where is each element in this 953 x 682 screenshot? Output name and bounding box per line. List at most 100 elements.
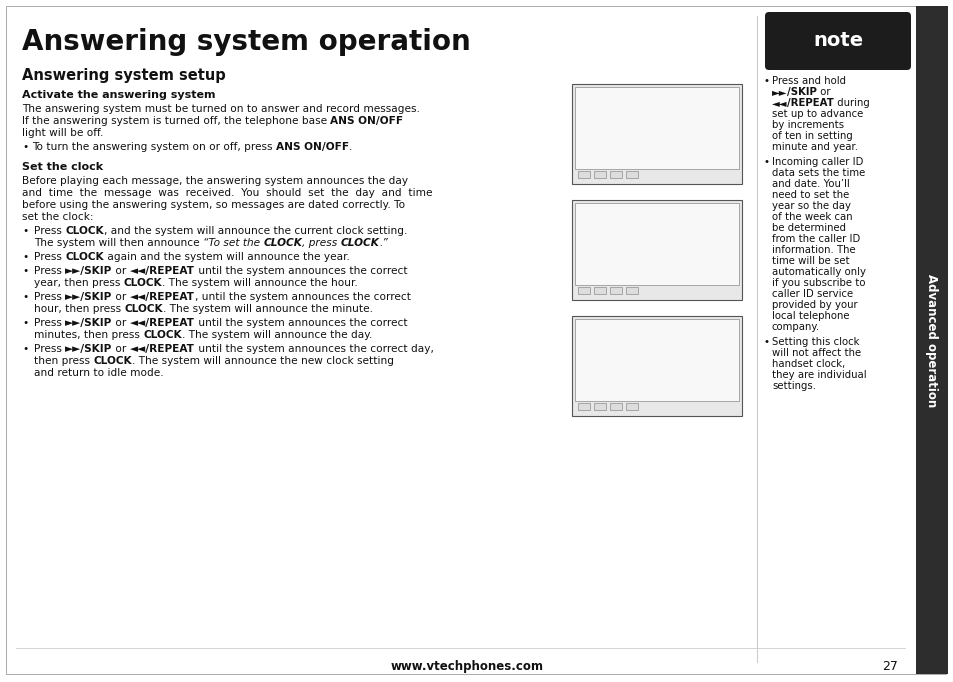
Text: provided by your: provided by your bbox=[771, 300, 857, 310]
Bar bbox=[572, 84, 741, 184]
Text: ►►: ►► bbox=[771, 87, 786, 97]
Text: ◄◄/REPEAT: ◄◄/REPEAT bbox=[130, 344, 194, 354]
Text: again and the system will announce the year.: again and the system will announce the y… bbox=[104, 252, 350, 262]
Text: . The system will announce the day.: . The system will announce the day. bbox=[182, 330, 372, 340]
Text: caller ID service: caller ID service bbox=[771, 289, 852, 299]
Text: set the clock:: set the clock: bbox=[22, 212, 93, 222]
Text: from the caller ID: from the caller ID bbox=[771, 234, 860, 244]
Text: To turn the answering system on or off, press: To turn the answering system on or off, … bbox=[32, 142, 275, 152]
Text: ►►/SKIP: ►►/SKIP bbox=[65, 292, 112, 302]
Text: Press: Press bbox=[34, 252, 65, 262]
Text: hour, then press: hour, then press bbox=[34, 304, 125, 314]
Bar bbox=[609, 287, 621, 294]
Text: . The system will announce the hour.: . The system will announce the hour. bbox=[162, 278, 357, 288]
Text: , and the system will announce the current clock setting.: , and the system will announce the curre… bbox=[104, 226, 407, 236]
Text: year, then press: year, then press bbox=[34, 278, 124, 288]
Bar bbox=[578, 287, 589, 294]
Text: •: • bbox=[763, 337, 769, 347]
Text: Before playing each message, the answering system announces the day: Before playing each message, the answeri… bbox=[22, 176, 408, 186]
FancyBboxPatch shape bbox=[764, 12, 910, 70]
Text: of ten in setting: of ten in setting bbox=[771, 131, 852, 141]
Bar bbox=[625, 403, 638, 410]
Text: ◄◄: ◄◄ bbox=[771, 98, 786, 108]
Text: Press: Press bbox=[34, 344, 65, 354]
Text: then press: then press bbox=[34, 356, 93, 366]
Text: and  time  the  message  was  received.  You  should  set  the  day  and  time: and time the message was received. You s… bbox=[22, 188, 432, 198]
Text: •: • bbox=[22, 226, 29, 236]
Text: , until the system announces the correct: , until the system announces the correct bbox=[194, 292, 411, 302]
Text: Answering system operation: Answering system operation bbox=[22, 28, 470, 56]
Text: data sets the time: data sets the time bbox=[771, 168, 864, 178]
Text: , press: , press bbox=[302, 238, 340, 248]
Text: •: • bbox=[22, 292, 29, 302]
Text: CLOCK: CLOCK bbox=[340, 238, 379, 248]
Text: ►►/SKIP: ►►/SKIP bbox=[65, 344, 112, 354]
Text: until the system announces the correct: until the system announces the correct bbox=[194, 266, 407, 276]
Bar bbox=[578, 171, 589, 178]
Text: ◄◄/REPEAT: ◄◄/REPEAT bbox=[130, 292, 194, 302]
Text: •: • bbox=[22, 266, 29, 276]
Text: The answering system must be turned on to answer and record messages.: The answering system must be turned on t… bbox=[22, 104, 419, 114]
Text: information. The: information. The bbox=[771, 245, 855, 255]
Text: Advanced operation: Advanced operation bbox=[924, 274, 938, 408]
Text: .: . bbox=[349, 142, 352, 152]
Text: or: or bbox=[112, 266, 130, 276]
Text: and date. You’ll: and date. You’ll bbox=[771, 179, 849, 189]
Text: of the week can: of the week can bbox=[771, 212, 852, 222]
Text: or: or bbox=[112, 344, 130, 354]
Text: Set the clock: Set the clock bbox=[22, 162, 103, 172]
Text: be determined: be determined bbox=[771, 223, 845, 233]
Text: until the system announces the correct day,: until the system announces the correct d… bbox=[194, 344, 434, 354]
Text: “To set the: “To set the bbox=[203, 238, 263, 248]
Text: company.: company. bbox=[771, 322, 820, 332]
Text: CLOCK: CLOCK bbox=[263, 238, 302, 248]
Text: Answering system setup: Answering system setup bbox=[22, 68, 226, 83]
Text: •: • bbox=[22, 318, 29, 328]
Text: •: • bbox=[22, 252, 29, 262]
Text: year so the day: year so the day bbox=[771, 201, 850, 211]
Text: during: during bbox=[833, 98, 869, 108]
Bar bbox=[915, 6, 947, 674]
Text: set up to advance: set up to advance bbox=[771, 109, 862, 119]
Text: before using the answering system, so messages are dated correctly. To: before using the answering system, so me… bbox=[22, 200, 405, 210]
Bar bbox=[578, 403, 589, 410]
Text: ►►/SKIP: ►►/SKIP bbox=[65, 318, 112, 328]
Text: or: or bbox=[112, 318, 130, 328]
Text: /REPEAT: /REPEAT bbox=[786, 98, 833, 108]
Text: by increments: by increments bbox=[771, 120, 843, 130]
Bar bbox=[609, 171, 621, 178]
Text: if you subscribe to: if you subscribe to bbox=[771, 278, 864, 288]
Text: or: or bbox=[112, 292, 130, 302]
Bar bbox=[575, 87, 739, 169]
Text: . The system will announce the minute.: . The system will announce the minute. bbox=[163, 304, 373, 314]
Text: minutes, then press: minutes, then press bbox=[34, 330, 143, 340]
Text: The system will then announce: The system will then announce bbox=[34, 238, 203, 248]
Bar bbox=[575, 319, 739, 401]
Text: CLOCK: CLOCK bbox=[125, 304, 163, 314]
Bar bbox=[625, 171, 638, 178]
Text: time will be set: time will be set bbox=[771, 256, 849, 266]
Bar bbox=[572, 316, 741, 416]
Text: ◄◄/REPEAT: ◄◄/REPEAT bbox=[130, 266, 194, 276]
Text: automatically only: automatically only bbox=[771, 267, 865, 277]
Text: will not affect the: will not affect the bbox=[771, 348, 861, 358]
Bar bbox=[609, 403, 621, 410]
Text: note: note bbox=[812, 31, 862, 50]
Text: www.vtechphones.com: www.vtechphones.com bbox=[390, 660, 543, 673]
Text: CLOCK: CLOCK bbox=[65, 226, 104, 236]
Text: ◄◄/REPEAT: ◄◄/REPEAT bbox=[130, 318, 194, 328]
Text: .”: .” bbox=[379, 238, 388, 248]
Text: handset clock,: handset clock, bbox=[771, 359, 844, 369]
Text: CLOCK: CLOCK bbox=[124, 278, 162, 288]
Text: Incoming caller ID: Incoming caller ID bbox=[771, 157, 862, 167]
Text: or: or bbox=[817, 87, 830, 97]
Text: Setting this clock: Setting this clock bbox=[771, 337, 859, 347]
Text: •: • bbox=[22, 344, 29, 354]
Text: Press: Press bbox=[34, 318, 65, 328]
Text: •: • bbox=[763, 157, 769, 167]
Bar bbox=[625, 287, 638, 294]
Text: settings.: settings. bbox=[771, 381, 815, 391]
Text: •: • bbox=[763, 76, 769, 86]
Text: minute and year.: minute and year. bbox=[771, 142, 857, 152]
Text: Press: Press bbox=[34, 266, 65, 276]
